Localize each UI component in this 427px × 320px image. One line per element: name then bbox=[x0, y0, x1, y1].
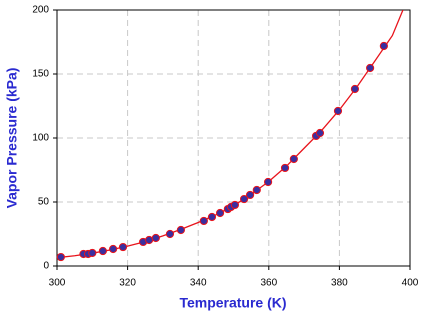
data-point bbox=[252, 185, 261, 195]
data-point bbox=[366, 63, 375, 73]
data-point bbox=[350, 84, 360, 94]
data-point bbox=[379, 41, 388, 51]
fit-curve bbox=[57, 10, 404, 259]
data-point bbox=[88, 248, 97, 258]
y-tick-label: 50 bbox=[38, 197, 50, 208]
x-axis-title: Temperature (K) bbox=[179, 295, 286, 311]
data-point bbox=[289, 154, 298, 164]
data-point bbox=[109, 244, 118, 254]
data-point bbox=[333, 106, 343, 116]
data-point bbox=[56, 252, 65, 262]
y-tick-label: 150 bbox=[32, 69, 49, 80]
x-tick-label: 360 bbox=[260, 278, 277, 289]
data-point bbox=[98, 246, 107, 256]
data-point bbox=[207, 212, 217, 222]
data-point bbox=[118, 242, 128, 252]
y-tick-label: 200 bbox=[32, 5, 49, 16]
x-tick-label: 400 bbox=[402, 278, 419, 289]
plot-frame bbox=[56, 9, 411, 267]
data-point bbox=[239, 194, 249, 204]
data-point bbox=[315, 128, 325, 138]
data-point bbox=[230, 200, 240, 210]
data-point bbox=[215, 208, 225, 218]
data-point bbox=[165, 229, 175, 239]
x-tick-label: 340 bbox=[190, 278, 207, 289]
x-tick-label: 320 bbox=[119, 278, 136, 289]
x-tick-label: 300 bbox=[49, 278, 66, 289]
data-point bbox=[263, 177, 273, 187]
data-point bbox=[151, 233, 160, 243]
x-tick-label: 380 bbox=[331, 278, 348, 289]
data-point bbox=[176, 225, 186, 235]
data-point bbox=[199, 216, 208, 226]
y-tick-label: 0 bbox=[43, 261, 49, 272]
data-point bbox=[245, 190, 255, 200]
y-tick-label: 100 bbox=[32, 133, 49, 144]
data-point bbox=[145, 235, 154, 245]
data-point bbox=[280, 163, 290, 173]
y-axis-title: Vapor Pressure (kPa) bbox=[4, 68, 20, 209]
